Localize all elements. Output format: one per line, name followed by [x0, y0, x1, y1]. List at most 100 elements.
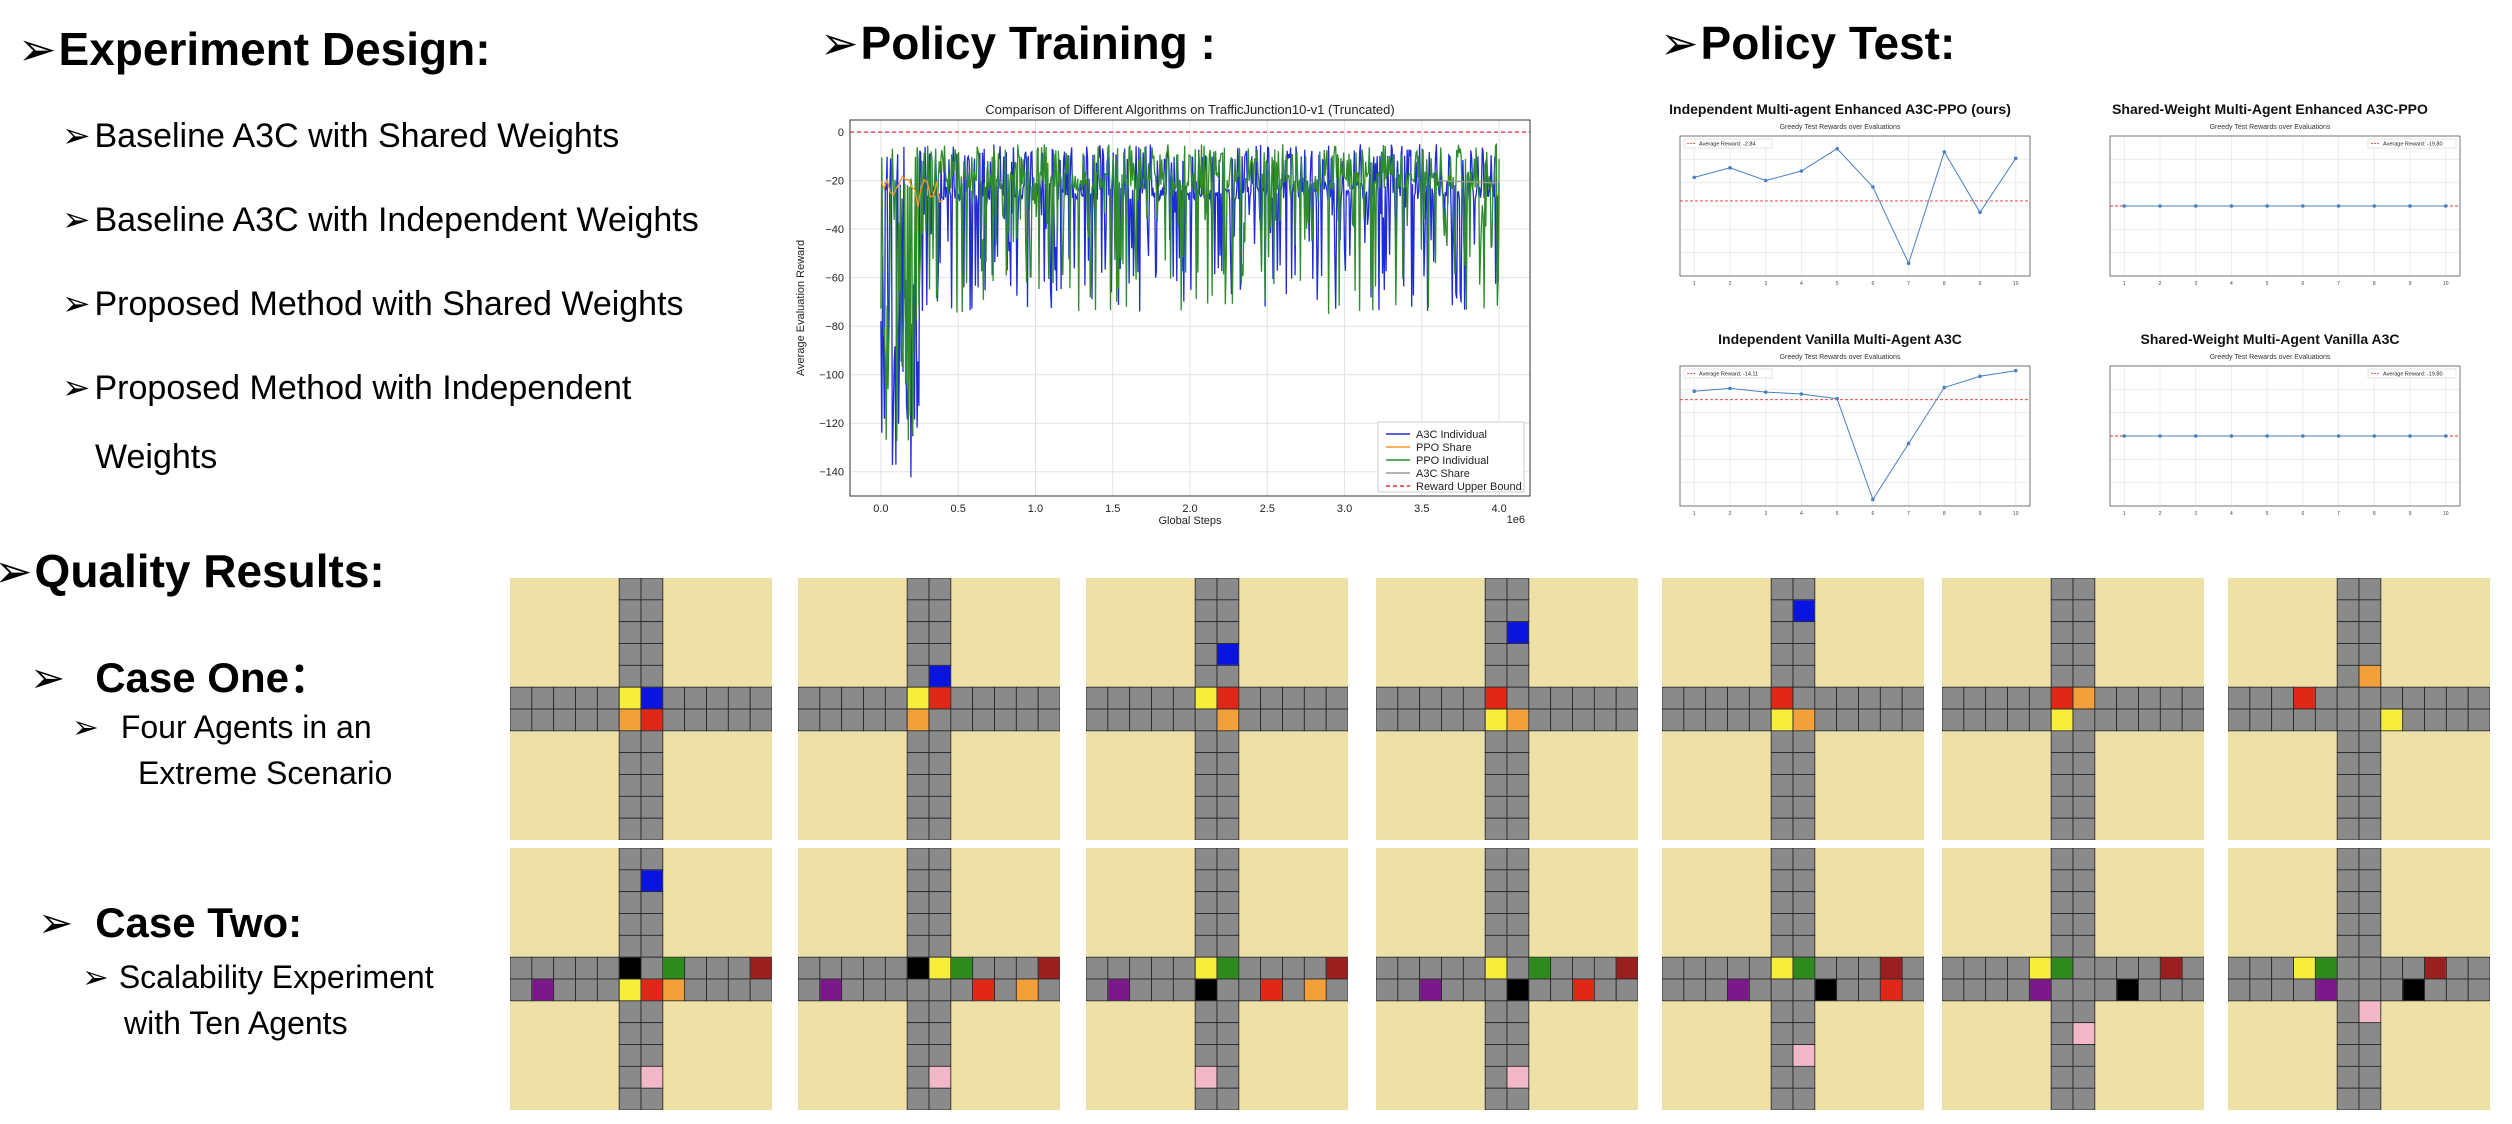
series-a3c-individual [880, 144, 1500, 478]
x-tick-label: 3 [2194, 511, 2197, 517]
legend-entry: A3C Share [1416, 468, 1470, 480]
agent-cell [2073, 687, 2095, 709]
agent-cell [2051, 957, 2073, 979]
test-chart-subtitle: Greedy Test Rewards over Evaluations [2210, 354, 2331, 361]
y-tick-label: −100 [819, 370, 844, 382]
x-tick-label: 3.0 [1337, 503, 1352, 515]
data-point [2336, 434, 2341, 438]
data-point [2013, 368, 2018, 373]
agent-cell [820, 979, 842, 1001]
agent-cell [1217, 644, 1239, 665]
legend-entry: Average Reward: -19.80 [2383, 142, 2443, 148]
arrow-bullet-icon: ➢ [0, 545, 33, 597]
data-point [1978, 374, 1982, 379]
arrow-bullet-icon: ➢ [72, 709, 99, 745]
arrow-bullet-icon: ➢ [38, 899, 74, 946]
agent-cell [1217, 687, 1239, 709]
x-tick-label: 0.5 [951, 503, 966, 515]
agent-cell [2359, 1045, 2381, 1066]
data-point [2336, 204, 2341, 208]
experiment-item-3: ➢ Proposed Method with Shared Weights [62, 285, 684, 323]
test-chart-subtitle: Greedy Test Rewards over Evaluations [2210, 124, 2331, 131]
agent-cell [973, 979, 994, 1001]
legend-entry: Average Reward: -2.84 [1699, 142, 1755, 148]
arrow-bullet-icon: ➢ [820, 17, 859, 69]
agent-cell [532, 979, 554, 1001]
x-tick-label: 3 [2194, 281, 2197, 287]
case-one-desc: ➢ Four Agents in an Extreme Scenario [72, 709, 393, 791]
test-chart-1: Independent Multi-agent Enhanced A3C-PPO… [1640, 100, 2040, 300]
training-chart-ylabel: Average Evaluation Reward [795, 240, 807, 376]
x-tick-label: 2.0 [1182, 503, 1197, 515]
series-test-rewards [1694, 148, 2017, 265]
agent-cell [619, 979, 641, 1001]
x-tick-label: 2 [2159, 511, 2162, 517]
case-two-heading: ➢ Case Two: [38, 899, 303, 946]
agent-cell [1507, 622, 1529, 643]
y-tick-label: 0 [838, 127, 844, 139]
x-tick-label: 8 [2373, 511, 2376, 517]
agent-cell [929, 1066, 951, 1088]
agent-cell [2051, 687, 2073, 709]
agent-cell [1217, 957, 1239, 979]
data-point [2193, 204, 2198, 208]
series-test-rewards [1694, 370, 2016, 501]
agent-cell [641, 870, 663, 892]
series-ppo-individual [880, 142, 1500, 442]
data-point [1799, 169, 1804, 173]
x-tick-label: 4 [2230, 511, 2233, 517]
agent-cell [2403, 979, 2424, 1001]
data-point [2158, 204, 2162, 208]
y-tick-label: −120 [819, 418, 844, 430]
x-tick-label: 1.5 [1105, 503, 1120, 515]
agent-cell [1195, 1066, 1217, 1088]
agent-cell [2315, 979, 2337, 1001]
agent-cell [2073, 1066, 2095, 1088]
agent-cell [1573, 979, 1594, 1001]
agent-cell [2029, 957, 2051, 979]
case-two-frame-5 [1662, 848, 1924, 1110]
experiment-item-2: ➢ Baseline A3C with Independent Weights [62, 201, 699, 239]
data-point [2372, 204, 2377, 208]
x-tick-label: 10 [2443, 511, 2449, 517]
legend-entry: Average Reward: -14.11 [1699, 372, 1758, 378]
quality-results-title: Quality Results: [34, 545, 385, 597]
series-ppo-share [880, 175, 943, 208]
agent-cell [907, 687, 929, 709]
test-chart-title: Independent Vanilla Multi-Agent A3C [1718, 331, 1962, 347]
data-point [2229, 434, 2234, 438]
data-point [2158, 434, 2162, 438]
x-tick-label: 4 [1800, 281, 1803, 287]
legend-entry: Reward Upper Bound [1416, 481, 1522, 493]
x-tick-label: 10 [2013, 511, 2019, 517]
agent-cell [1108, 979, 1130, 1001]
agent-cell [1771, 687, 1793, 709]
agent-cell [1771, 957, 1793, 979]
x-tick-label: 5 [1836, 281, 1839, 287]
x-tick-label: 4 [2230, 281, 2233, 287]
data-point [2372, 434, 2377, 438]
agent-cell [1326, 957, 1348, 979]
x-tick-label: 0.0 [873, 503, 888, 515]
agent-cell [1880, 957, 1902, 979]
data-point [2229, 204, 2234, 208]
agent-cell [2073, 1023, 2095, 1044]
data-point [2301, 434, 2305, 438]
case-one-frame-4 [1376, 578, 1638, 840]
training-chart: Comparison of Different Algorithms on Tr… [790, 100, 1550, 530]
x-tick-label: 7 [2337, 511, 2340, 517]
agent-cell [1507, 979, 1529, 1001]
training-chart-title: Comparison of Different Algorithms on Tr… [985, 102, 1394, 117]
case-two-frame-4 [1376, 848, 1638, 1110]
legend-entry: Average Reward: -19.80 [2383, 372, 2443, 378]
data-point [1942, 150, 1947, 154]
x-tick-label: 10 [2443, 281, 2449, 287]
agent-cell [1420, 979, 1441, 1001]
agent-cell [641, 687, 663, 709]
x-tick-label: 1 [1693, 511, 1696, 517]
data-point [2013, 156, 2018, 161]
x-tick-label: 3 [1764, 511, 1767, 517]
data-point [1728, 386, 1732, 391]
case-two-frame-6 [1942, 848, 2204, 1110]
x-tick-label: 5 [1836, 511, 1839, 517]
